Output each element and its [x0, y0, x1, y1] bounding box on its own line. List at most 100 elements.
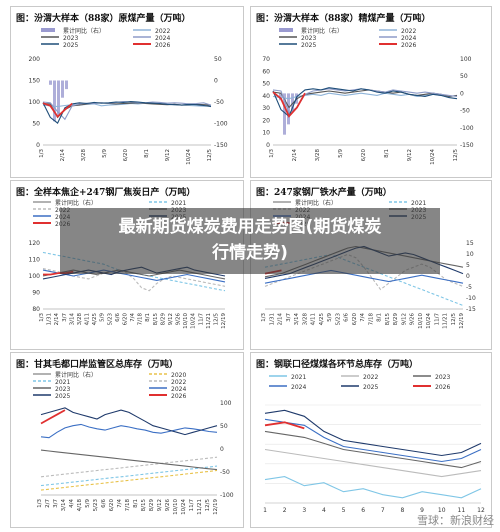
series-line-2026	[264, 421, 305, 430]
legend-label: 累计同比（右）	[63, 27, 105, 35]
x-tick-label: 11/7	[198, 313, 204, 326]
x-tick-label: 8	[401, 507, 405, 514]
x-tick-label: 7/18	[368, 313, 374, 326]
x-tick-label: 2/14	[54, 313, 60, 326]
legend-label: 2026	[155, 42, 170, 49]
x-tick-label: 5/9	[327, 313, 333, 322]
x-tick-label: 9/26	[165, 499, 171, 512]
legend-label: 2021	[411, 200, 426, 207]
bar	[291, 93, 294, 111]
legend-label: 累计同比（右）	[295, 199, 337, 207]
legend-label: 2020	[171, 372, 186, 379]
y-tick-label: 110	[29, 257, 41, 264]
chart-panel-raw-coal: 图：汾渭大样本（88家）原煤产量（万吨） 累计同比（右） 2022 2023 2024…	[10, 6, 244, 178]
legend-label: 2021	[55, 379, 70, 386]
y-right-tick-label: 15	[466, 240, 474, 247]
x-tick-label: 1/3	[269, 149, 275, 158]
y-tick-label: 60	[262, 68, 270, 75]
x-tick-label: 10/24	[426, 313, 432, 329]
x-tick-label: 1/3	[37, 499, 43, 508]
series-line-2022	[40, 456, 218, 478]
x-tick-label: 1/3	[39, 313, 45, 322]
x-tick-label: 7/4	[130, 313, 136, 322]
x-tick-label: 9/12	[168, 313, 174, 325]
x-tick-label: 2/14	[292, 149, 298, 162]
x-tick-label: 6/6	[101, 499, 107, 508]
legend-label: 累计同比（右）	[55, 199, 97, 207]
legend-label: 2022	[171, 379, 186, 386]
x-tick-label: 1/31	[47, 313, 53, 325]
x-tick-label: 3/28	[81, 149, 87, 162]
y-right-tick-label: 50	[214, 56, 222, 63]
y-right-tick-label: -10	[466, 295, 476, 302]
y-tick-label: 90	[32, 290, 40, 297]
y-right-tick-label: 0	[460, 90, 464, 97]
x-tick-label: 2/14	[60, 149, 66, 162]
x-tick-label: 10/24	[181, 499, 187, 515]
legend-label: 2026	[435, 384, 450, 391]
bar	[49, 80, 52, 85]
chart-title: 图：钢联口径煤煤各环节总库存（万吨）	[256, 360, 419, 370]
x-tick-label: 6/20	[122, 313, 128, 326]
headline-line-2: 行情走势)	[212, 243, 288, 263]
y-tick-label: 70	[262, 56, 270, 63]
x-tick-label: 8/1	[133, 499, 139, 508]
legend-label: 2022	[401, 28, 416, 35]
legend-label: 2024	[401, 35, 416, 42]
x-tick-label: 2/7	[45, 499, 51, 508]
legend-label: 2023	[55, 386, 70, 393]
x-tick-label: 3	[302, 507, 306, 514]
y-right-tick-label: -100	[460, 125, 474, 132]
x-tick-label: 9	[420, 507, 424, 514]
y-right-tick-label: 5	[466, 262, 470, 269]
x-tick-label: 5/9	[102, 149, 108, 158]
x-tick-label: 9/12	[165, 149, 171, 161]
y-tick-label: 100	[29, 99, 41, 106]
x-tick-label: 8/1	[377, 313, 383, 322]
y-right-tick-label: -5	[466, 284, 472, 291]
x-tick-label: 7/18	[138, 313, 144, 326]
bar	[283, 93, 286, 135]
chart-clean-coal: 累计同比（右） 2022 2023 2024 2025 2026 70 60 50 40 30 20 1…	[262, 27, 474, 165]
x-tick-label: 12/5	[453, 149, 459, 162]
x-tick-label: 8/15	[141, 499, 147, 512]
series-line-2022	[264, 448, 482, 478]
x-tick-label: 8/29	[149, 499, 155, 512]
chart-raw-coal: 累计同比（右） 2022 2023 2024 2025 2026 200 150 100 50 0 5…	[29, 27, 228, 165]
x-tick-label: 9/12	[407, 149, 413, 161]
y-right-tick-label: 10	[466, 251, 474, 258]
x-tick-label: 5/9	[85, 499, 91, 508]
x-tick-label: 12	[477, 507, 485, 514]
series-line-2024	[264, 269, 464, 284]
x-tick-label: 6/20	[352, 313, 358, 326]
x-tick-label: 8/1	[145, 313, 151, 322]
y-right-tick-label: 0	[220, 446, 224, 453]
bar	[61, 80, 64, 98]
x-tick-label: 12/19	[221, 313, 227, 329]
legend-label: 2024	[291, 384, 306, 391]
y-right-tick-label: 50	[460, 73, 468, 80]
x-tick-label: 4/25	[319, 313, 325, 326]
x-tick-label: 3/28	[302, 313, 308, 326]
x-tick-label: 6	[361, 507, 365, 514]
series-line-2026	[40, 409, 66, 425]
x-tick-label: 12/19	[213, 499, 219, 515]
chart-title: 图：汾渭大样本（88家）精煤产量（万吨）	[256, 14, 431, 24]
x-tick-label: 4/18	[77, 499, 83, 512]
x-tick-label: 10/24	[186, 149, 192, 165]
chart-title: 图：汾渭大样本（88家）原煤产量（万吨）	[16, 14, 191, 24]
x-tick-label: 3/28	[315, 149, 321, 162]
legend-label: 2022	[363, 374, 378, 381]
bar	[279, 93, 282, 101]
x-tick-label: 12/5	[213, 313, 219, 326]
y-right-tick-label: 0	[466, 273, 470, 280]
x-tick-label: 9/12	[401, 313, 407, 325]
x-tick-label: 6/6	[344, 313, 350, 322]
x-tick-label: 5/9	[338, 149, 344, 158]
x-tick-label: 3/14	[294, 313, 300, 326]
y-right-tick-label: -100	[220, 492, 234, 499]
legend-label: 2025	[363, 384, 378, 391]
x-tick-label: 11/21	[443, 313, 449, 329]
x-tick-label: 3/7	[62, 313, 68, 322]
